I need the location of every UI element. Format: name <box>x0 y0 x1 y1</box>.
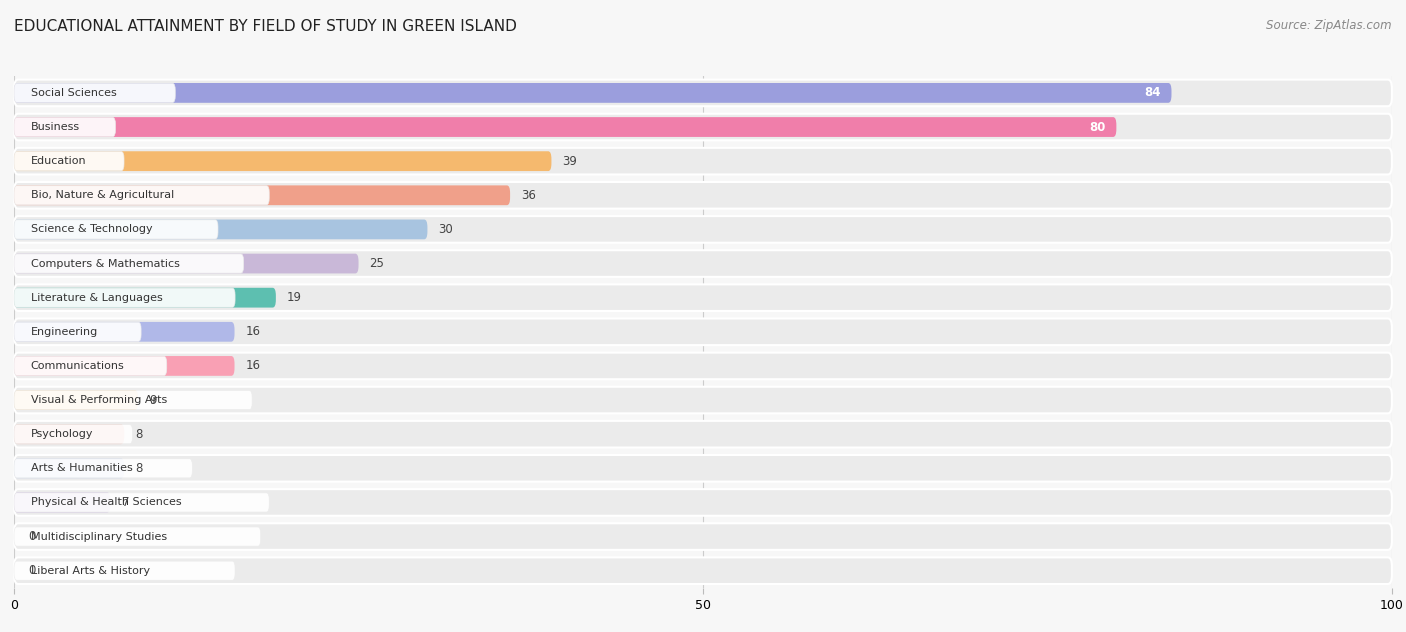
FancyBboxPatch shape <box>14 322 141 341</box>
FancyBboxPatch shape <box>14 220 218 239</box>
FancyBboxPatch shape <box>14 254 243 273</box>
Text: Physical & Health Sciences: Physical & Health Sciences <box>31 497 181 507</box>
Text: EDUCATIONAL ATTAINMENT BY FIELD OF STUDY IN GREEN ISLAND: EDUCATIONAL ATTAINMENT BY FIELD OF STUDY… <box>14 19 517 34</box>
Text: 8: 8 <box>135 428 142 441</box>
Text: 16: 16 <box>246 360 260 372</box>
Text: Communications: Communications <box>31 361 124 371</box>
FancyBboxPatch shape <box>14 186 269 205</box>
Text: 7: 7 <box>121 496 129 509</box>
Text: Literature & Languages: Literature & Languages <box>31 293 162 303</box>
Text: 19: 19 <box>287 291 302 304</box>
FancyBboxPatch shape <box>14 117 1116 137</box>
Text: Business: Business <box>31 122 80 132</box>
FancyBboxPatch shape <box>14 148 1392 174</box>
Text: Engineering: Engineering <box>31 327 98 337</box>
Text: Visual & Performing Arts: Visual & Performing Arts <box>31 395 167 405</box>
FancyBboxPatch shape <box>14 391 252 410</box>
FancyBboxPatch shape <box>14 390 138 410</box>
FancyBboxPatch shape <box>14 425 132 444</box>
Text: 25: 25 <box>370 257 384 270</box>
FancyBboxPatch shape <box>14 455 1392 482</box>
FancyBboxPatch shape <box>14 83 176 102</box>
FancyBboxPatch shape <box>14 152 124 171</box>
FancyBboxPatch shape <box>14 557 1392 584</box>
FancyBboxPatch shape <box>14 424 124 444</box>
FancyBboxPatch shape <box>14 114 1392 140</box>
Text: 0: 0 <box>28 564 35 577</box>
Text: Computers & Mathematics: Computers & Mathematics <box>31 258 180 269</box>
Text: Psychology: Psychology <box>31 429 93 439</box>
FancyBboxPatch shape <box>14 288 276 308</box>
FancyBboxPatch shape <box>14 493 269 512</box>
FancyBboxPatch shape <box>14 182 1392 209</box>
Text: Arts & Humanities: Arts & Humanities <box>31 463 132 473</box>
FancyBboxPatch shape <box>14 561 235 580</box>
FancyBboxPatch shape <box>14 219 427 240</box>
FancyBboxPatch shape <box>14 421 1392 447</box>
FancyBboxPatch shape <box>14 250 1392 277</box>
FancyBboxPatch shape <box>14 253 359 274</box>
Text: 0: 0 <box>28 530 35 543</box>
FancyBboxPatch shape <box>14 216 1392 243</box>
Text: Source: ZipAtlas.com: Source: ZipAtlas.com <box>1267 19 1392 32</box>
FancyBboxPatch shape <box>14 353 1392 379</box>
FancyBboxPatch shape <box>14 458 124 478</box>
FancyBboxPatch shape <box>14 492 111 513</box>
Text: Social Sciences: Social Sciences <box>31 88 117 98</box>
Text: 84: 84 <box>1144 87 1160 99</box>
Text: 9: 9 <box>149 394 156 406</box>
FancyBboxPatch shape <box>14 387 1392 413</box>
FancyBboxPatch shape <box>14 151 551 171</box>
FancyBboxPatch shape <box>14 356 235 376</box>
FancyBboxPatch shape <box>14 185 510 205</box>
Text: Bio, Nature & Agricultural: Bio, Nature & Agricultural <box>31 190 174 200</box>
Text: Liberal Arts & History: Liberal Arts & History <box>31 566 149 576</box>
Text: 8: 8 <box>135 462 142 475</box>
Text: 30: 30 <box>439 223 453 236</box>
FancyBboxPatch shape <box>14 356 167 375</box>
FancyBboxPatch shape <box>14 118 115 137</box>
Text: 16: 16 <box>246 325 260 338</box>
Text: Science & Technology: Science & Technology <box>31 224 152 234</box>
Text: Education: Education <box>31 156 86 166</box>
Text: 36: 36 <box>522 189 536 202</box>
FancyBboxPatch shape <box>14 489 1392 516</box>
FancyBboxPatch shape <box>14 523 1392 550</box>
Text: Multidisciplinary Studies: Multidisciplinary Studies <box>31 532 167 542</box>
FancyBboxPatch shape <box>14 284 1392 311</box>
FancyBboxPatch shape <box>14 83 1171 103</box>
FancyBboxPatch shape <box>14 319 1392 345</box>
FancyBboxPatch shape <box>14 459 193 478</box>
Text: 80: 80 <box>1090 121 1105 133</box>
FancyBboxPatch shape <box>14 80 1392 106</box>
FancyBboxPatch shape <box>14 527 260 546</box>
FancyBboxPatch shape <box>14 288 235 307</box>
FancyBboxPatch shape <box>14 322 235 342</box>
Text: 39: 39 <box>562 155 578 167</box>
